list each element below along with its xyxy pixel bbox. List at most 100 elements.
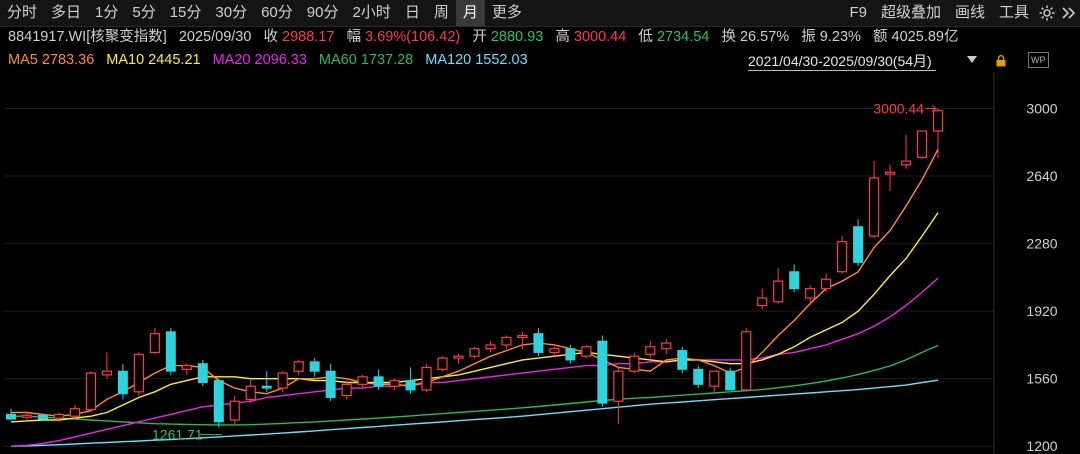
toolbar-right-items: F9 超级叠加 画线 工具 — [842, 0, 1036, 26]
period-tab[interactable]: 90分 — [306, 4, 339, 21]
ma-legend-item: MA60 1737.28 — [318, 52, 414, 68]
candle-body-down — [677, 350, 688, 370]
period-tab[interactable]: 15分 — [169, 4, 202, 21]
period-tab[interactable]: 更多 — [491, 4, 522, 21]
candle-body-up — [932, 110, 944, 132]
moving-average-legend: MA5 2783.36 MA10 2445.21 MA20 2096.33 MA60 … — [0, 49, 1080, 71]
y-tick-label: 2640 — [1026, 168, 1057, 184]
wp-badge-icon[interactable]: WP — [1028, 52, 1049, 68]
ma60-line — [11, 344, 939, 426]
high-label: 高 — [555, 29, 570, 45]
candle-body-up — [501, 336, 512, 346]
candle-body-down — [373, 376, 384, 387]
min-price-annotation: 1261.71 — [152, 427, 203, 443]
candle-body-down — [165, 331, 176, 372]
candle-body-up — [884, 171, 896, 175]
period-tab[interactable]: 2小时 — [352, 4, 391, 21]
candle-body-up — [549, 348, 560, 354]
period-tab[interactable]: 多日 — [51, 4, 82, 21]
candlestick-chart: 1200 1560 1920 2280 2640 3000 3000.44 1261.71 — [4, 72, 1058, 454]
candle-body-up — [741, 331, 752, 391]
candle-body-down — [533, 333, 544, 353]
candle-body-up — [581, 346, 592, 357]
period-tab[interactable]: 5分 — [132, 4, 156, 21]
double-chevron-right-icon[interactable] — [1058, 0, 1080, 26]
candle-body-up — [900, 160, 912, 166]
amount-label: 额 — [873, 29, 888, 45]
period-tab[interactable]: 1分 — [95, 4, 119, 21]
candle-body-up — [421, 366, 432, 391]
ma-legend-item: MA120 1552.03 — [425, 52, 528, 68]
candle-body-up — [629, 355, 640, 372]
change-label: 幅 — [346, 29, 362, 45]
candle-body-up — [773, 280, 784, 303]
period-tab[interactable]: 30分 — [215, 4, 248, 21]
amplitude-value: 9.23% — [819, 29, 861, 45]
candle-body-down — [565, 348, 576, 361]
open-label: 开 — [472, 29, 487, 45]
candle-body-up — [485, 344, 496, 350]
y-tick-label: 1200 — [1026, 438, 1057, 454]
period-tab[interactable]: 日 — [404, 4, 420, 21]
close-label: 收 — [263, 29, 279, 45]
candle-body-up — [85, 372, 97, 411]
toolbar-button[interactable]: 超级叠加 — [880, 4, 941, 21]
candle-body-down — [6, 413, 16, 420]
open-value: 2880.93 — [490, 29, 544, 45]
turnover-value: 26.57% — [739, 29, 790, 45]
security-code-name: 8841917.WI[核聚变指数] — [8, 29, 167, 45]
lock-icon[interactable] — [996, 55, 1006, 67]
candle-body-up — [101, 370, 112, 376]
date-range-selector[interactable]: 2021/04/30-2025/09/30(54月) — [748, 52, 936, 71]
turnover-label: 换 — [721, 29, 736, 45]
candle-body-up — [469, 348, 480, 357]
toolbar-button[interactable]: 工具 — [998, 4, 1029, 21]
candle-body-up — [69, 408, 81, 417]
candle-body-up — [868, 177, 880, 237]
y-tick-label: 1920 — [1026, 303, 1057, 319]
period-tab[interactable]: 月 — [455, 0, 485, 26]
candle-body-down — [213, 380, 224, 423]
period-toolbar: 分时 多日 1分 5分 15分 30分 60分 90分 2小时日周月更多 F9 超级叠加 画线 工具 — [0, 0, 1080, 27]
ma-legend-item: MA5 2783.36 — [8, 52, 95, 68]
toolbar-button[interactable]: F9 — [849, 4, 867, 21]
ma5-line — [11, 148, 939, 417]
candle-body-up — [837, 241, 848, 273]
ma10-line — [10, 212, 939, 423]
candle-body-down — [261, 385, 272, 389]
period-tabs: 分时 多日 1分 5分 15分 30分 60分 90分 2小时日周月更多 — [0, 0, 529, 26]
period-tab[interactable]: 60分 — [261, 4, 293, 21]
candle-body-down — [693, 368, 704, 385]
chevron-down-icon[interactable] — [967, 56, 977, 63]
max-price-annotation: 3000.44 — [873, 101, 924, 117]
quote-info-bar: 8841917.WI[核聚变指数] 2025/09/30 收 2988.17 幅… — [0, 26, 1080, 48]
period-tab[interactable]: 周 — [433, 4, 449, 21]
candle-body-down — [117, 370, 128, 395]
candle-body-down — [197, 363, 208, 383]
candle-body-down — [853, 226, 864, 263]
candle-body-up — [357, 376, 368, 385]
candle-body-up — [709, 370, 720, 387]
candle-body-up — [437, 357, 448, 370]
change-value: 3.69%(106.42) — [365, 29, 461, 45]
candle-body-up — [389, 379, 400, 387]
ma20-line — [10, 277, 939, 447]
candle-body-down — [725, 370, 736, 391]
candle-body-up — [53, 413, 65, 419]
candle-body-down — [597, 340, 608, 404]
ma-legend-item: MA20 2096.33 — [212, 52, 307, 68]
candle-body-down — [37, 414, 48, 420]
candle-body-down — [789, 271, 800, 290]
period-tab[interactable]: 分时 — [7, 4, 38, 21]
candle-body-up — [613, 370, 624, 402]
candle-body-up — [181, 364, 192, 370]
gear-icon[interactable] — [1036, 0, 1058, 26]
candle-body-up — [229, 400, 240, 421]
candle-body-up — [149, 333, 160, 354]
ma120-line — [10, 379, 939, 447]
amount-value: 4025.89亿 — [891, 29, 959, 45]
ma-legend-item: MA10 2445.21 — [106, 52, 201, 68]
y-tick-label: 1560 — [1026, 371, 1057, 387]
candle-body-down — [325, 370, 336, 398]
toolbar-button[interactable]: 画线 — [954, 4, 985, 21]
